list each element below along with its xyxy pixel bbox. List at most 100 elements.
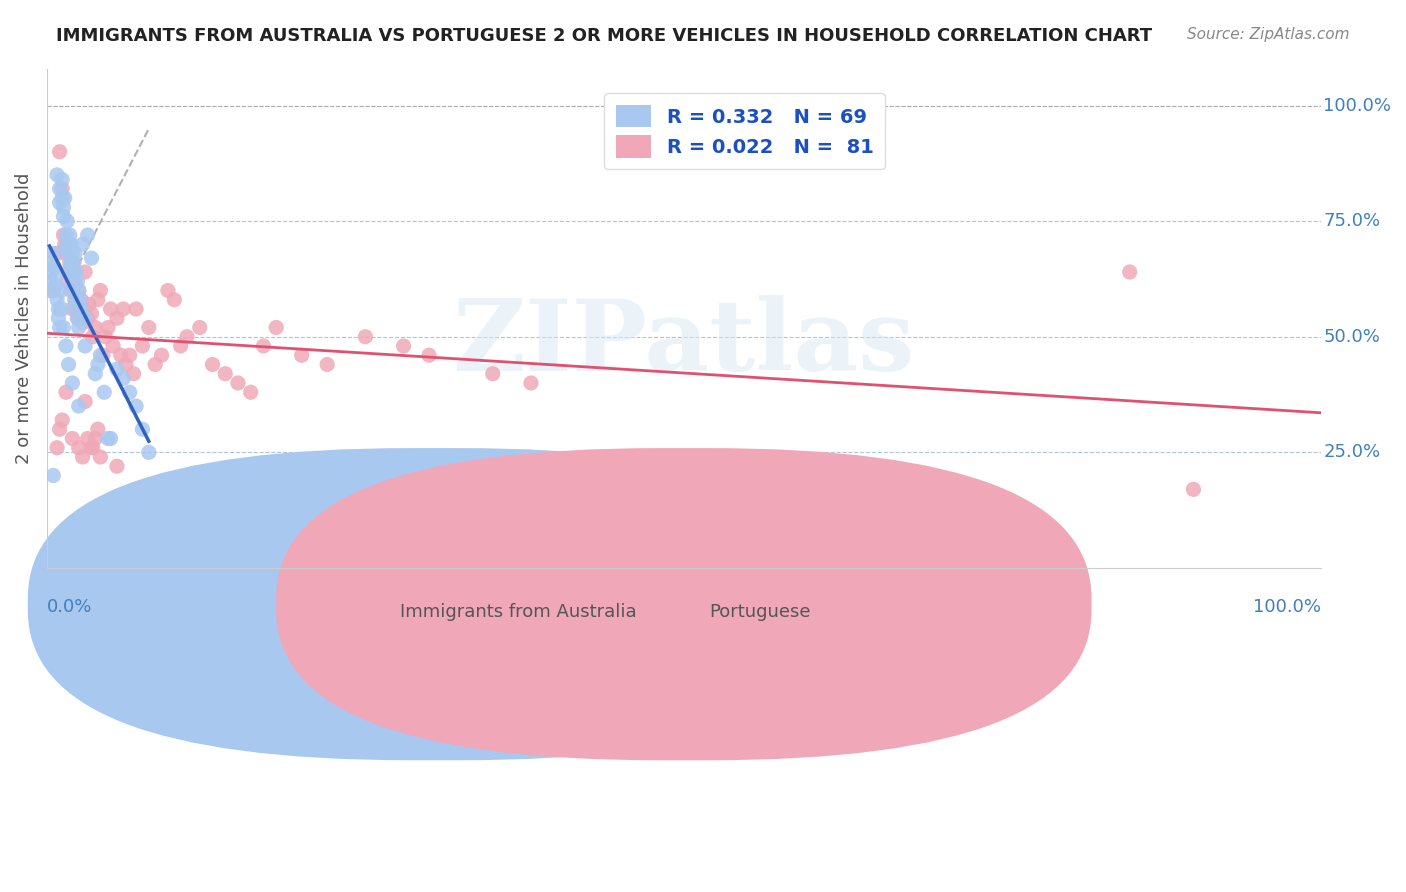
Point (66, 311, 89, 326)
Text: 0.0%: 0.0% (46, 598, 93, 616)
Point (56, 274, 79, 288)
Point (75, 301, 97, 316)
Legend: R = 0.332   N = 69, R = 0.022   N =  81: R = 0.332 N = 69, R = 0.022 N = 81 (605, 94, 886, 169)
Point (131, 422, 153, 436)
Point (51, 182, 73, 196)
Point (150, 348, 173, 362)
Point (63, 293, 86, 307)
Point (520, 376, 543, 390)
Point (77, 297, 100, 311)
Point (94, 330, 117, 344)
Text: 100.0%: 100.0% (1253, 598, 1320, 616)
Point (60, 301, 83, 316)
Point (55, 227, 77, 242)
Point (201, 358, 224, 372)
Point (72, 316, 94, 330)
Point (62, 284, 84, 298)
Point (67, 320, 90, 334)
Point (60, 256, 83, 270)
Point (48, 145, 70, 159)
Point (354, 330, 377, 344)
Point (51, 191, 73, 205)
Point (59, 256, 82, 270)
Point (42, 468, 65, 483)
Point (58, 358, 80, 372)
Point (89, 348, 111, 362)
Point (93, 385, 115, 400)
Point (69, 307, 91, 321)
Point (75, 339, 97, 353)
Y-axis label: 2 or more Vehicles in Household: 2 or more Vehicles in Household (15, 172, 32, 464)
Point (156, 284, 179, 298)
Point (52, 227, 75, 242)
Point (59, 227, 82, 242)
Point (39, 274, 62, 288)
Point (418, 348, 440, 362)
Point (105, 459, 128, 474)
Point (82, 330, 104, 344)
Point (53, 237, 76, 252)
Point (55, 339, 77, 353)
Point (291, 348, 314, 362)
Point (52, 210, 75, 224)
Point (58, 246, 80, 260)
FancyBboxPatch shape (276, 448, 1091, 760)
Point (67, 284, 90, 298)
Point (264, 320, 287, 334)
Point (80, 307, 103, 321)
Point (46, 441, 69, 455)
Point (52, 200, 75, 214)
Point (131, 339, 153, 353)
Point (48, 301, 70, 316)
Point (118, 348, 141, 362)
Point (101, 339, 124, 353)
Point (67, 399, 90, 413)
Point (105, 362, 128, 376)
Point (49, 284, 72, 298)
Point (60, 237, 83, 252)
Point (60, 284, 83, 298)
Point (138, 445, 160, 459)
Point (89, 450, 111, 464)
Point (63, 246, 86, 260)
Point (87, 422, 110, 436)
Point (75, 311, 97, 326)
FancyBboxPatch shape (28, 448, 844, 760)
Point (112, 301, 135, 316)
Point (84, 320, 107, 334)
Point (138, 320, 160, 334)
Point (65, 301, 87, 316)
Point (226, 376, 249, 390)
Point (97, 432, 120, 446)
Text: IMMIGRANTS FROM AUSTRALIA VS PORTUGUESE 2 OR MORE VEHICLES IN HOUSEHOLD CORRELAT: IMMIGRANTS FROM AUSTRALIA VS PORTUGUESE … (56, 27, 1153, 45)
Point (125, 399, 148, 413)
Point (169, 339, 191, 353)
Point (65, 301, 87, 316)
Point (70, 301, 93, 316)
Point (46, 168, 69, 182)
Point (72, 450, 94, 464)
Point (60, 274, 83, 288)
Point (76, 311, 98, 326)
Text: 25.0%: 25.0% (1323, 443, 1381, 461)
Point (60, 246, 83, 260)
Point (176, 330, 198, 344)
Point (56, 214, 79, 228)
Point (58, 265, 80, 279)
Point (89, 284, 111, 298)
Point (75, 394, 97, 409)
Point (51, 172, 73, 186)
Point (87, 293, 110, 307)
Point (82, 441, 104, 455)
Text: Immigrants from Australia: Immigrants from Australia (399, 603, 637, 621)
Point (46, 293, 69, 307)
Point (67, 284, 90, 298)
Point (84, 432, 107, 446)
Text: 100.0%: 100.0% (1323, 96, 1392, 114)
Point (55, 246, 77, 260)
Point (100, 432, 122, 446)
Point (70, 293, 93, 307)
Text: 50.0%: 50.0% (1323, 327, 1381, 346)
Point (48, 320, 70, 334)
Point (87, 358, 110, 372)
